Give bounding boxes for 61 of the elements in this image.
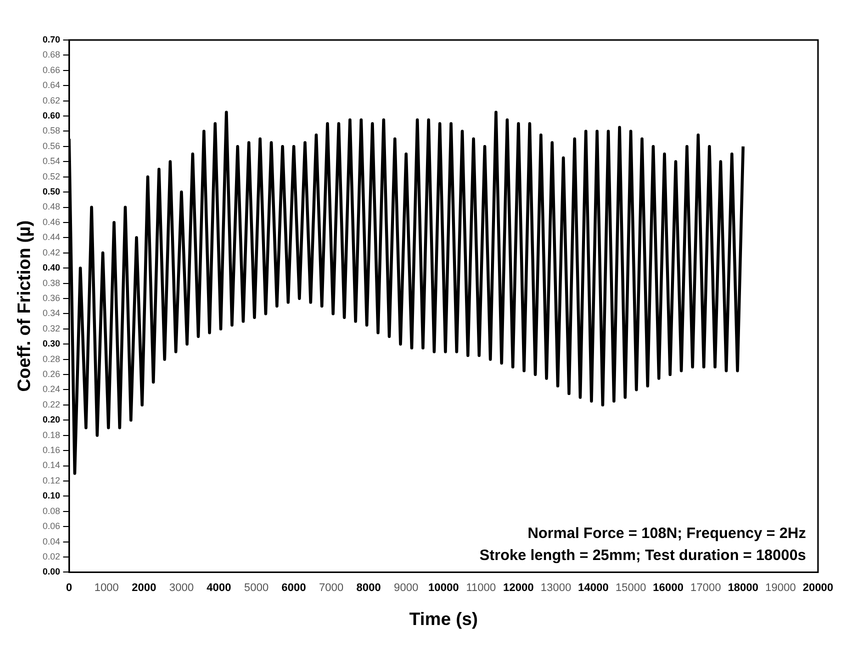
y-tick-label: 0.08 [42, 506, 60, 516]
y-tick-label: 0.50 [42, 186, 60, 197]
x-tick-label: 6000 [282, 582, 306, 594]
y-tick-label: 0.20 [42, 414, 60, 425]
x-tick-label: 18000 [728, 582, 758, 594]
y-tick-label: 0.46 [42, 216, 60, 227]
y-tick-label: 0.42 [42, 247, 60, 258]
x-tick-label: 17000 [690, 582, 721, 594]
y-tick-label: 0.64 [42, 80, 60, 90]
x-tick-label: 14000 [578, 582, 609, 594]
y-tick-label: 0.12 [42, 475, 60, 486]
x-tick-label: 7000 [318, 582, 344, 594]
y-tick-label: 0.30 [42, 338, 60, 349]
y-tick-label: 0.70 [42, 34, 60, 44]
y-tick-label: 0.04 [42, 536, 60, 546]
x-tick-label: 5000 [244, 582, 269, 594]
x-tick-label: 9000 [394, 582, 418, 594]
y-tick-label: 0.62 [42, 95, 60, 106]
y-tick-label: 0.56 [42, 140, 60, 151]
y-axis-title: Coeff. of Friction (µ) [14, 220, 34, 392]
x-tick-label: 10000 [428, 582, 459, 594]
x-tick-label: 20000 [802, 582, 834, 594]
y-tick-label: 0.38 [42, 278, 60, 288]
y-tick-label: 0.34 [42, 308, 60, 318]
y-tick-label: 0.40 [42, 262, 60, 273]
y-tick-label: 0.16 [42, 445, 60, 456]
annotation: Normal Force = 108N; Frequency = 2Hz [528, 525, 806, 542]
y-tick-label: 0.44 [42, 232, 60, 242]
x-axis-title: Time (s) [409, 609, 478, 630]
x-tick-label: 8000 [356, 582, 381, 594]
y-tick-label: 0.26 [42, 369, 60, 380]
y-tick-label: 0.48 [42, 202, 60, 212]
y-tick-label: 0.66 [42, 64, 60, 75]
x-tick-label: 11000 [466, 582, 496, 594]
y-tick-label: 0.22 [42, 399, 60, 410]
x-tick-label: 3000 [169, 582, 194, 594]
y-tick-label: 0.60 [42, 110, 60, 121]
x-tick-label: 13000 [540, 582, 572, 594]
x-tick-label: 15000 [615, 582, 646, 594]
y-tick-label: 0.24 [42, 384, 60, 394]
y-tick-label: 0.18 [42, 430, 60, 440]
annotation: Stroke length = 25mm; Test duration = 18000s [480, 547, 806, 564]
y-tick-label: 0.28 [42, 354, 60, 364]
x-tick-label: 16000 [652, 582, 684, 594]
y-tick-label: 0.58 [42, 126, 60, 136]
y-tick-label: 0.14 [42, 460, 60, 470]
x-tick-label: 0 [66, 582, 72, 594]
x-tick-label: 2000 [132, 582, 156, 594]
x-tick-label: 1000 [94, 582, 119, 594]
y-tick-label: 0.32 [42, 323, 60, 334]
y-tick-label: 0.10 [42, 490, 60, 501]
y-tick-label: 0.52 [42, 171, 60, 182]
y-tick-label: 0.06 [42, 521, 60, 532]
y-tick-label: 0.00 [42, 566, 60, 577]
x-tick-label: 12000 [503, 582, 534, 594]
y-tick-label: 0.68 [42, 50, 60, 60]
y-tick-label: 0.02 [42, 551, 60, 562]
y-tick-label: 0.54 [42, 156, 60, 166]
x-tick-label: 4000 [206, 582, 232, 594]
x-tick-label: 19000 [765, 582, 796, 594]
y-tick-label: 0.36 [42, 292, 60, 303]
